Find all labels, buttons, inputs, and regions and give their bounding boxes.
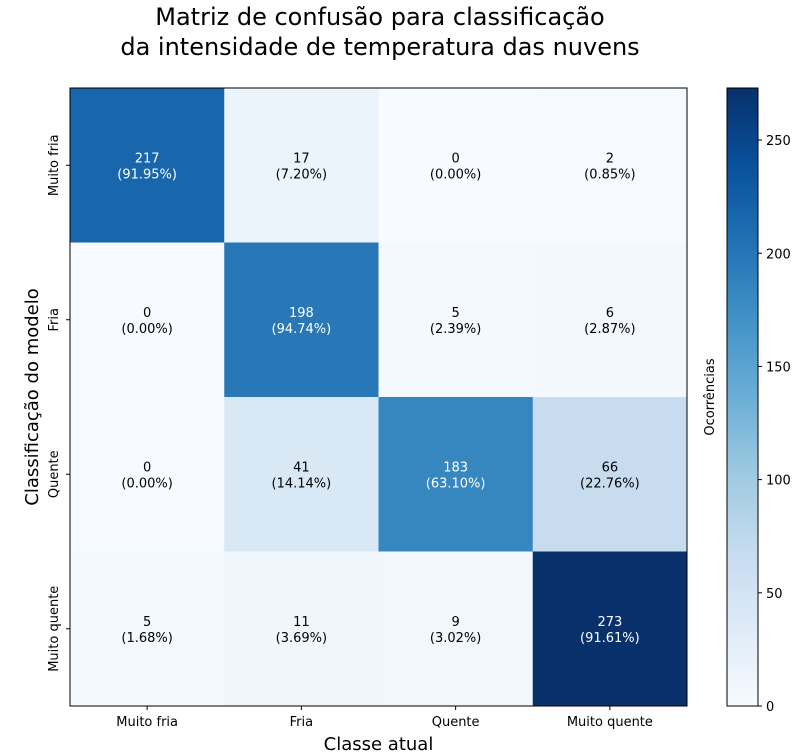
colorbar-tick-label: 250 <box>766 134 791 149</box>
cell-count-label: 17 <box>293 151 310 166</box>
y-tick-label: Muito quente <box>47 586 62 672</box>
cell-count-label: 0 <box>143 460 151 475</box>
x-axis-ticks: Muito fria Fria Quente Muito quente <box>116 706 653 730</box>
x-axis-label: Classe atual <box>324 734 434 752</box>
heatmap-cell <box>70 88 225 243</box>
heatmap-cell <box>70 551 225 707</box>
cell-percent-label: (91.61%) <box>580 631 640 646</box>
x-tick-label: Quente <box>432 715 480 730</box>
colorbar-tick-label: 150 <box>766 360 791 375</box>
heatmap-cell <box>532 397 688 552</box>
y-axis-ticks: Muito fria Fria Quente Muito quente <box>47 134 70 672</box>
x-tick-label: Muito fria <box>116 715 178 730</box>
heatmap-cell <box>378 88 534 243</box>
cell-percent-label: (94.74%) <box>272 322 332 337</box>
cell-percent-label: (2.39%) <box>430 322 481 337</box>
cell-count-label: 0 <box>143 306 151 321</box>
cell-count-label: 6 <box>606 306 614 321</box>
chart-title-line-1: Matriz de confusão para classificação <box>155 3 605 31</box>
cell-percent-label: (0.00%) <box>121 476 172 491</box>
colorbar-label: Ocorrências <box>703 358 718 435</box>
cell-percent-label: (2.87%) <box>584 322 635 337</box>
cell-percent-label: (3.02%) <box>430 631 481 646</box>
cell-percent-label: (3.69%) <box>276 631 327 646</box>
colorbar <box>726 87 759 707</box>
plot-frame <box>69 87 688 707</box>
cell-count-label: 198 <box>289 306 314 321</box>
cell-count-label: 9 <box>451 615 459 630</box>
cell-percent-label: (14.14%) <box>272 476 332 491</box>
chart-title-line-2: da intensidade de temperatura das nuvens <box>120 33 640 61</box>
cell-count-label: 183 <box>443 460 468 475</box>
y-tick-label: Quente <box>47 450 62 498</box>
y-axis-label: Classificação do modelo <box>22 288 43 506</box>
x-tick-label: Fria <box>290 715 313 730</box>
colorbar-tick-label: 50 <box>766 587 783 602</box>
cell-count-label: 11 <box>293 615 310 630</box>
cell-count-label: 2 <box>606 151 614 166</box>
heatmap-cell <box>70 242 225 398</box>
heatmap-cell <box>532 551 688 707</box>
heatmap-cell <box>70 397 225 552</box>
heatmap-cell <box>532 88 688 243</box>
colorbar-tick-label: 100 <box>766 474 791 489</box>
cell-percent-label: (1.68%) <box>121 631 172 646</box>
heatmap-cell <box>532 242 688 398</box>
cell-percent-label: (0.85%) <box>584 167 635 182</box>
cell-percent-label: (91.95%) <box>117 167 177 182</box>
heatmap-cell <box>224 88 379 243</box>
cell-count-label: 41 <box>293 460 310 475</box>
cell-percent-label: (7.20%) <box>276 167 327 182</box>
heatmap-cell <box>224 551 379 707</box>
heatmap-cell <box>378 242 534 398</box>
colorbar-tick-label: 200 <box>766 247 791 262</box>
heatmap-cells: 217(91.95%)17(7.20%)0(0.00%)2(0.85%)0(0.… <box>70 88 688 707</box>
cell-percent-label: (0.00%) <box>430 167 481 182</box>
y-tick-label: Fria <box>47 308 62 331</box>
cell-percent-label: (0.00%) <box>121 322 172 337</box>
cell-percent-label: (22.76%) <box>580 476 640 491</box>
cell-percent-label: (63.10%) <box>426 476 486 491</box>
colorbar-tick-label: 0 <box>766 700 774 715</box>
cell-count-label: 273 <box>597 615 622 630</box>
colorbar-ticks: 0 50 100 150 200 250 <box>758 134 791 715</box>
y-tick-label: Muito fria <box>47 134 62 196</box>
x-tick-label: Muito quente <box>567 715 653 730</box>
cell-count-label: 66 <box>602 460 619 475</box>
heatmap-cell <box>378 551 534 707</box>
cell-count-label: 217 <box>135 151 160 166</box>
cell-count-label: 5 <box>451 306 459 321</box>
heatmap-cell <box>224 242 379 398</box>
cell-count-label: 5 <box>143 615 151 630</box>
heatmap-cell <box>224 397 379 552</box>
heatmap-cell <box>378 397 534 552</box>
cell-count-label: 0 <box>451 151 459 166</box>
